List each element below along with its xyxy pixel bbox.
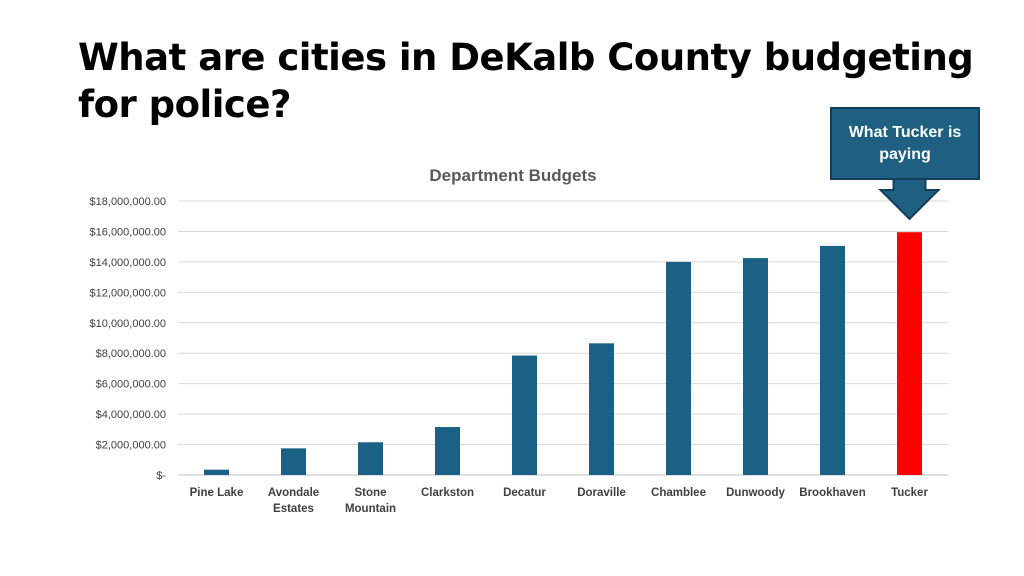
x-tick-label: Dunwoody xyxy=(726,487,785,499)
x-tick-label: Decatur xyxy=(503,487,546,499)
y-tick-label: $8,000,000.00 xyxy=(96,348,166,360)
bar-brookhaven xyxy=(820,245,845,475)
y-tick-label: $10,000,000.00 xyxy=(90,318,166,330)
bar-avondale-estates xyxy=(281,448,306,475)
bar-tucker xyxy=(897,232,922,475)
x-tick-label: Brookhaven xyxy=(799,487,865,499)
slide-title: What are cities in DeKalb County budgeti… xyxy=(78,36,974,126)
x-tick-label: Avondale Estates xyxy=(268,487,319,515)
y-tick-label: $18,000,000.00 xyxy=(90,196,166,208)
x-tick-label: Tucker xyxy=(891,487,928,499)
y-axis-ticks: $- $2,000,000.00 $4,000,000.00 $6,000,000.0… xyxy=(90,196,167,482)
bar-stone-mountain xyxy=(358,442,383,475)
y-tick-label: $14,000,000.00 xyxy=(90,257,166,269)
y-tick-label: $4,000,000.00 xyxy=(96,409,166,421)
callout-box: What Tucker is paying xyxy=(830,107,980,180)
y-tick-label: $16,000,000.00 xyxy=(90,226,166,238)
bar-pine-lake xyxy=(204,469,229,475)
y-tick-label: $6,000,000.00 xyxy=(96,379,166,391)
tucker-callout: What Tucker is paying xyxy=(830,107,980,180)
bars xyxy=(204,232,922,475)
bar-doraville xyxy=(589,343,614,475)
bar-chamblee xyxy=(666,261,691,475)
x-axis-labels: Pine Lake Avondale Estates Stone Mountain Cla… xyxy=(190,487,929,515)
x-tick-label: Doraville xyxy=(577,487,626,499)
y-tick-label: $- xyxy=(156,470,166,482)
x-tick-label: Clarkston xyxy=(421,487,474,499)
x-tick-label: Chamblee xyxy=(651,487,706,499)
callout-text: What Tucker is paying xyxy=(848,123,962,163)
bar-decatur xyxy=(512,355,537,475)
bar-clarkston xyxy=(435,427,460,475)
gridlines xyxy=(178,200,948,476)
chart-title: Department Budgets xyxy=(429,166,596,185)
y-tick-label: $2,000,000.00 xyxy=(96,440,166,452)
down-arrow-icon xyxy=(878,178,941,221)
callout-arrow xyxy=(878,178,941,221)
x-tick-label: Stone Mountain xyxy=(345,487,396,515)
x-tick-label: Pine Lake xyxy=(190,487,244,499)
y-tick-label: $12,000,000.00 xyxy=(90,287,166,299)
bar-dunwoody xyxy=(743,258,768,475)
